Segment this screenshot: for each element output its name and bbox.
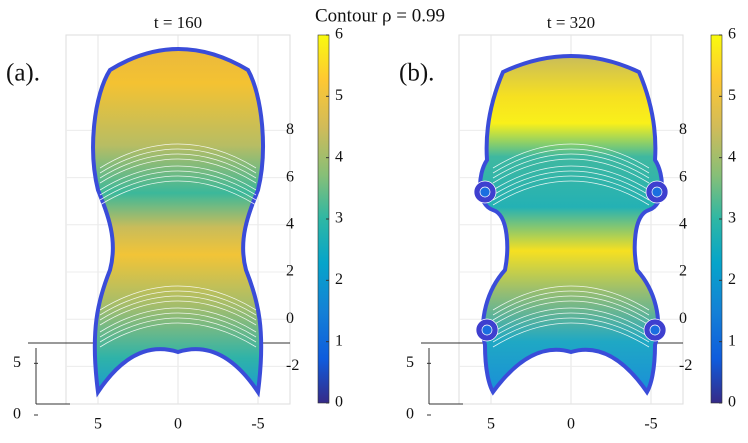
figure-title: Contour ρ = 0.99 <box>315 5 445 26</box>
surface <box>91 47 265 398</box>
mesh-line <box>492 158 650 184</box>
mesh-line <box>99 300 257 326</box>
mesh-line <box>492 165 650 191</box>
mesh-line <box>492 153 650 179</box>
x-tick-label: 0 <box>567 416 575 433</box>
mesh-line <box>99 312 257 338</box>
mesh-line <box>492 170 650 196</box>
mesh-line <box>99 285 257 311</box>
vortex <box>481 324 493 336</box>
mesh-line <box>99 322 257 348</box>
z-tick-label: 4 <box>286 215 294 232</box>
colorbar-tick-label: 1 <box>335 332 343 349</box>
z-tick-label: 8 <box>679 121 687 138</box>
mesh-line <box>99 317 257 343</box>
colorbar-tick-label: 0 <box>728 394 736 411</box>
colorbar-tick-label: 2 <box>728 271 736 288</box>
colorbar-tick-label: 4 <box>728 148 736 165</box>
panel-title: t = 320 <box>547 13 595 32</box>
colorbar-tick-label: 4 <box>335 148 343 165</box>
z-tick-label: 8 <box>286 121 294 138</box>
mesh-line <box>99 170 257 196</box>
panel-label: (b). <box>399 60 434 87</box>
mesh-line <box>99 175 257 201</box>
z-tick-label: 0 <box>286 310 294 327</box>
y-tick-label: 5 <box>406 354 414 371</box>
x-tick-label: -5 <box>251 416 264 433</box>
mesh-line <box>99 143 257 169</box>
z-tick-label: 0 <box>679 310 687 327</box>
colorbar-tick-label: 3 <box>728 210 736 227</box>
z-tick-label: -2 <box>286 357 299 374</box>
z-tick-label: -2 <box>679 357 692 374</box>
colorbar-tick-label: 2 <box>335 271 343 288</box>
colorbar-tick-label: 0 <box>335 394 343 411</box>
mesh-line <box>492 322 650 348</box>
vortex <box>651 186 663 198</box>
mesh-line <box>492 180 650 206</box>
colorbar-tick-label: 6 <box>335 26 343 43</box>
panel: 5 0 -5 8 6 4 2 0 -2 5 0 t = 160 (a). 0 1 2 3 4 5 6 <box>6 13 343 433</box>
mesh-line <box>492 300 650 326</box>
y-tick-label: 0 <box>406 406 414 423</box>
panel-title: t = 160 <box>154 13 202 32</box>
z-tick-label: 6 <box>286 168 294 185</box>
mesh-line <box>492 290 650 316</box>
y-tick-label: 0 <box>13 406 21 423</box>
z-tick-label: 2 <box>679 263 687 280</box>
colorbar-tick-label: 5 <box>335 87 343 104</box>
mesh-line <box>492 312 650 338</box>
mesh-line <box>99 158 257 184</box>
panel: 5 0 -5 8 6 4 2 0 -2 5 0 t = 320 (b). 0 1 2 3 4 5 6 <box>399 13 736 433</box>
surface <box>478 54 664 396</box>
mesh-line <box>99 307 257 333</box>
mesh-line <box>492 143 650 169</box>
z-tick-label: 4 <box>679 215 687 232</box>
z-tick-label: 2 <box>286 263 294 280</box>
vortex <box>649 324 661 336</box>
mesh-line <box>492 307 650 333</box>
mesh-line <box>99 180 257 206</box>
mesh-line <box>99 165 257 191</box>
x-tick-label: 5 <box>94 416 102 433</box>
mesh-line <box>492 317 650 343</box>
mesh-line <box>492 295 650 321</box>
x-tick-label: -5 <box>644 416 657 433</box>
vortex <box>479 186 491 198</box>
panel-label: (a). <box>6 60 40 87</box>
colorbar-tick-label: 6 <box>728 26 736 43</box>
colorbar-tick-label: 5 <box>728 87 736 104</box>
colorbar-tick-label: 1 <box>728 332 736 349</box>
mesh-line <box>99 153 257 179</box>
mesh-line <box>492 285 650 311</box>
x-tick-label: 5 <box>487 416 495 433</box>
x-tick-label: 0 <box>174 416 182 433</box>
mesh-line <box>492 148 650 174</box>
mesh-line <box>492 175 650 201</box>
mesh-line <box>99 295 257 321</box>
mesh-line <box>99 148 257 174</box>
z-tick-label: 6 <box>679 168 687 185</box>
mesh-line <box>99 290 257 316</box>
colorbar-tick-label: 3 <box>335 210 343 227</box>
y-tick-label: 5 <box>13 354 21 371</box>
